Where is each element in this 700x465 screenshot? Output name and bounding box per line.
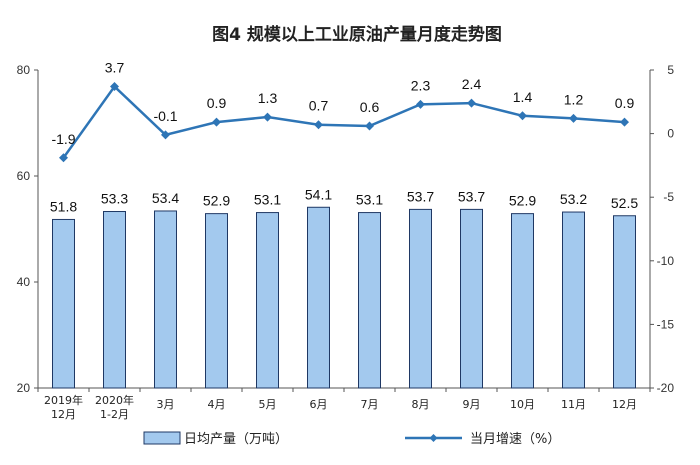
legend: 日均产量（万吨） 当月增速（%） [143,431,560,447]
bar [103,211,126,389]
right-tick-label: -20 [657,381,675,395]
line-series: -1.9 3.7 -0.1 0.9 1.3 0.7 0.6 2.3 2.4 1.4 1.2 0.9 [51,60,634,163]
legend-line-marker [429,434,438,442]
bar [256,212,279,389]
line-value-label: -1.9 [51,131,75,147]
bar [613,215,636,389]
line-value-label: 3.7 [105,60,125,76]
legend-bar-swatch [143,431,181,445]
line-point [569,113,578,123]
x-tick-label: 6月 [310,398,328,411]
bar-value-label: 53.1 [254,192,281,208]
x-tick-label: 1-2月 [100,408,129,421]
bar [307,206,330,389]
line-value-label: 1.4 [513,89,533,105]
bar [205,213,228,389]
line-point [467,98,476,108]
line-value-label: 1.3 [258,90,278,106]
x-tick-label: 3月 [157,398,175,411]
growth-line [62,84,625,159]
line-value-label: 0.6 [360,99,380,115]
bar-value-label: 53.1 [356,192,383,208]
x-tick-label: 8月 [412,398,430,411]
bar-value-label: 51.8 [50,198,77,214]
x-tick-label: 12月 [51,408,76,421]
right-tick-label: -15 [657,317,675,331]
line-value-label: 0.9 [207,95,227,111]
bar-value-label: 53.2 [560,191,587,207]
left-tick-label: 80 [17,63,31,77]
x-tick-label: 4月 [208,398,226,411]
x-tick-label: 5月 [259,398,277,411]
line-value-label: 0.9 [615,95,635,111]
legend-bar-label: 日均产量（万吨） [184,432,288,447]
right-tick-label: -10 [657,254,675,268]
axes: 20406080-20-15-10-5052019年12月2020年1-2月3月… [17,63,675,421]
legend-line-label: 当月增速（%） [470,432,560,447]
right-tick-label: 5 [667,63,674,77]
line-point [518,111,527,121]
bar [52,218,75,389]
left-tick-label: 40 [17,275,31,289]
line-point [110,82,119,92]
x-tick-label: 2019年 [44,393,83,407]
bar-value-label: 52.5 [611,195,638,211]
bar-value-label: 52.9 [203,193,230,209]
line-point [212,117,221,127]
line-value-label: 1.2 [564,91,584,107]
bar [358,212,381,389]
x-tick-label: 12月 [612,398,637,411]
bar-value-label: 53.3 [101,191,128,207]
left-tick-label: 20 [17,381,31,395]
line-value-label: 2.3 [411,77,431,93]
line-value-label: 0.7 [309,98,329,114]
chart-title: 图4 规模以上工业原油产量月度走势图 [212,24,502,45]
bar-value-label: 52.9 [509,193,536,209]
line-point [59,153,68,163]
bar [562,211,585,389]
right-tick-label: -5 [663,190,674,204]
bar [154,210,177,389]
line-point [314,120,323,130]
right-tick-label: 0 [667,127,674,141]
line-point [416,99,425,109]
bar [511,213,534,389]
line-value-label: -0.1 [153,108,177,124]
line-point [620,117,629,127]
bar-series: 51.8 53.3 53.4 52.9 53.1 54.1 53.1 53.7 53.7 52.9… [50,186,638,389]
x-tick-label: 2020年 [95,393,134,407]
line-value-label: 2.4 [462,76,482,92]
bar [460,208,483,389]
x-tick-label: 9月 [463,398,481,411]
x-tick-label: 10月 [510,398,535,411]
bar-value-label: 53.7 [458,188,485,204]
x-tick-label: 7月 [361,398,379,411]
bar [409,208,432,389]
line-point [161,130,170,140]
line-point [263,112,272,122]
bar-value-label: 53.7 [407,188,434,204]
x-tick-label: 11月 [561,398,586,411]
bar-value-label: 53.4 [152,190,179,206]
left-tick-label: 60 [17,169,31,183]
line-point [365,121,374,131]
bar-value-label: 54.1 [305,186,332,202]
